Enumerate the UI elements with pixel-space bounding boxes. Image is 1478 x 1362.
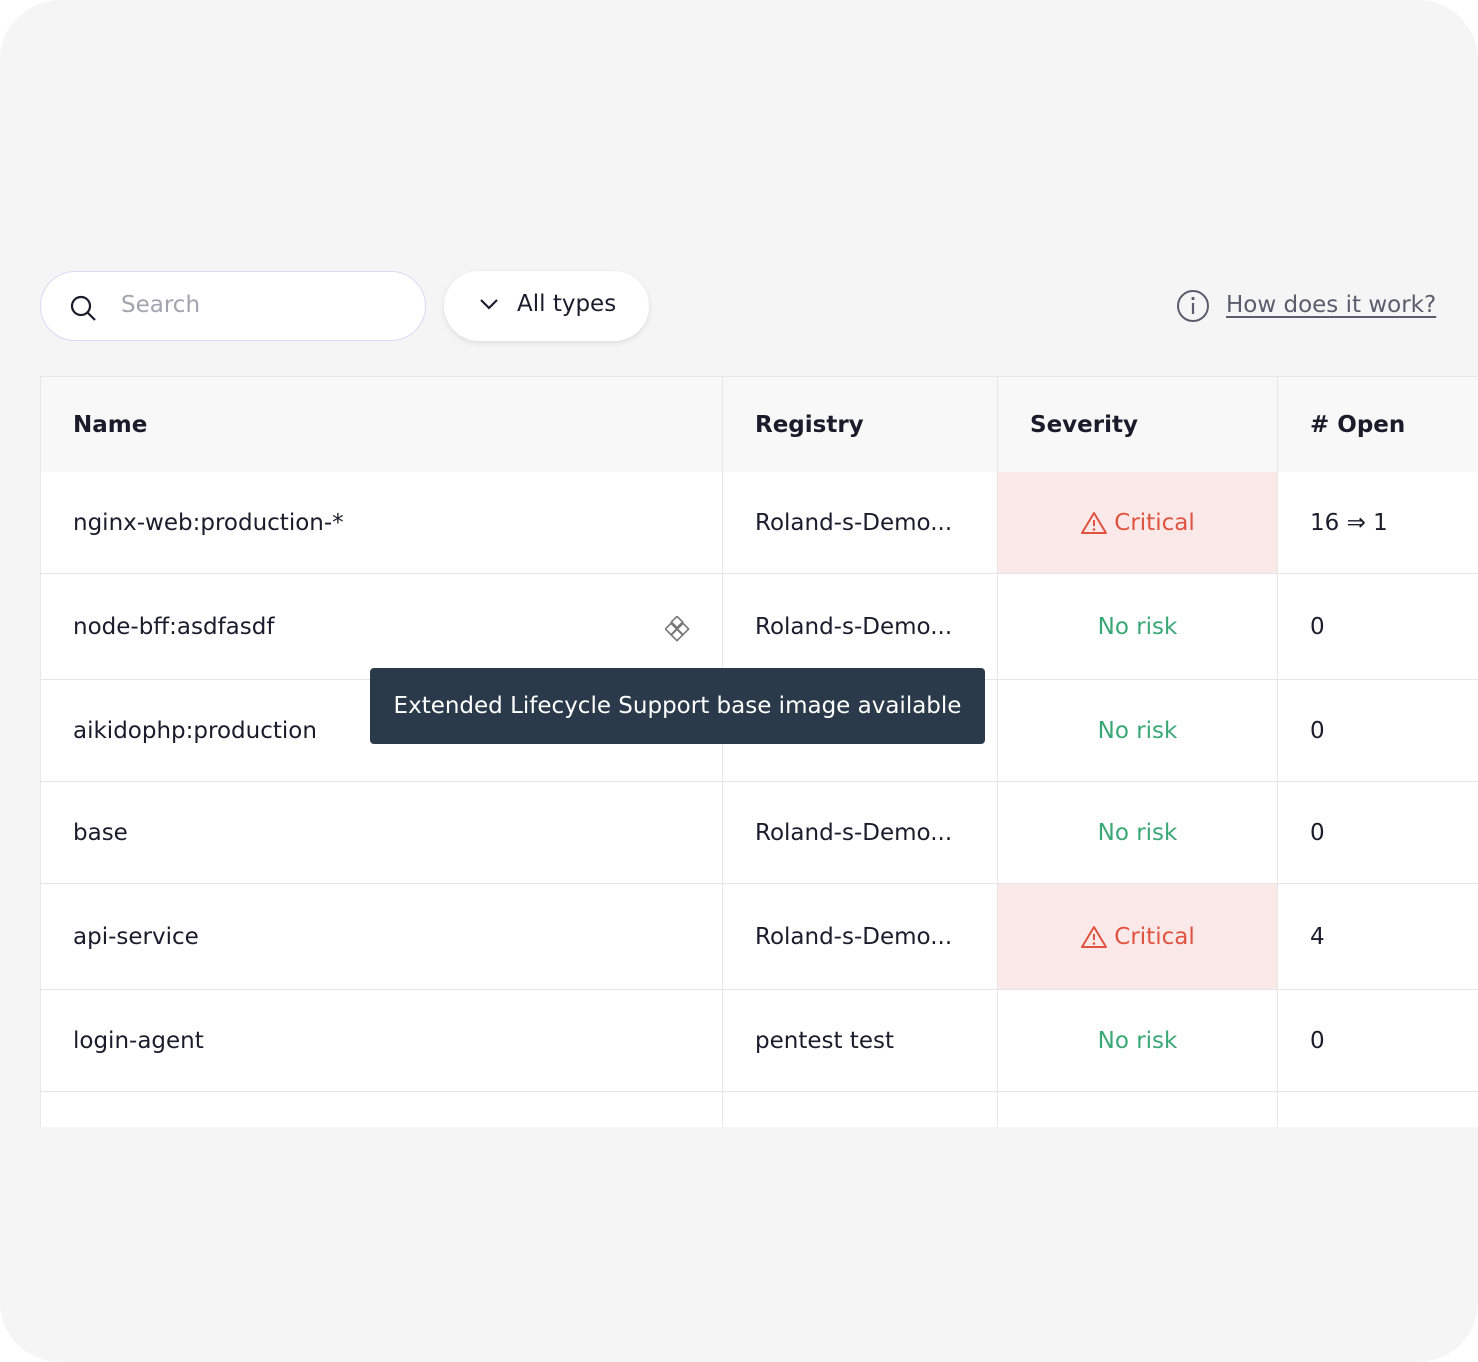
name-cell: node-bff:asdfasdf xyxy=(41,574,723,680)
empty-cell xyxy=(723,1092,998,1127)
registry-cell: Roland-s-Demo... xyxy=(723,884,998,990)
registry-cell-text: Roland-s-Demo... xyxy=(755,613,953,640)
severity-text: No risk xyxy=(1097,1027,1178,1054)
open-cell: 0 xyxy=(1278,782,1478,884)
name-cell: nginx-web:production-* xyxy=(41,472,723,574)
registry-cell: Roland-s-Demo... xyxy=(723,472,998,574)
search-placeholder: Search xyxy=(121,292,201,318)
registry-cell: Roland-s-Demo... xyxy=(723,782,998,884)
name-cell-text: base xyxy=(73,819,128,846)
severity-cell: Critical xyxy=(998,472,1278,574)
name-cell: api-service xyxy=(41,884,723,990)
open-cell: 0 xyxy=(1278,574,1478,680)
warning-icon xyxy=(1081,511,1108,534)
column-header-text: # Open xyxy=(1310,411,1406,438)
filter-label: All types xyxy=(517,291,617,317)
column-header: Registry xyxy=(723,377,998,472)
open-cell-text: 0 xyxy=(1310,1027,1325,1054)
info-icon xyxy=(1177,290,1209,322)
open-cell: 0 xyxy=(1278,680,1478,782)
search-icon xyxy=(70,295,96,321)
warning-icon xyxy=(1081,925,1108,948)
severity-text: No risk xyxy=(1097,717,1178,744)
els-icon[interactable] xyxy=(665,616,691,642)
severity-text: Critical xyxy=(1114,509,1195,536)
name-cell-text: node-bff:asdfasdf xyxy=(73,613,275,640)
registry-cell: Roland-s-Demo... xyxy=(723,574,998,680)
help-link[interactable]: How does it work? xyxy=(1226,292,1437,318)
registry-cell: pentest test xyxy=(723,990,998,1092)
severity-cell: No risk xyxy=(998,990,1278,1092)
search-box[interactable]: Search xyxy=(40,271,426,341)
open-cell-text: 0 xyxy=(1310,613,1325,640)
name-cell: login-agent xyxy=(41,990,723,1092)
registry-cell-text: Roland-s-Demo... xyxy=(755,509,953,536)
name-cell: aikidophp:production xyxy=(41,680,723,782)
column-header: # Open xyxy=(1278,377,1478,472)
empty-cell xyxy=(998,1092,1278,1127)
name-cell-text: login-agent xyxy=(73,1027,204,1054)
open-cell: 0 xyxy=(1278,990,1478,1092)
severity-cell: No risk xyxy=(998,782,1278,884)
chevron xyxy=(480,299,498,310)
column-header: Name xyxy=(41,377,723,472)
open-cell-text: 0 xyxy=(1310,819,1325,846)
open-cell: 4 xyxy=(1278,884,1478,990)
open-cell: 16 ⇒ 1 xyxy=(1278,472,1478,574)
tooltip: Extended Lifecycle Support base image av… xyxy=(370,668,985,744)
name-cell-text: nginx-web:production-* xyxy=(73,509,344,536)
registry-cell-text: Roland-s-Demo... xyxy=(755,923,953,950)
column-header-text: Severity xyxy=(1030,411,1138,438)
empty-cell xyxy=(1278,1092,1478,1127)
severity-cell: No risk xyxy=(998,680,1278,782)
severity-cell: Critical xyxy=(998,884,1278,990)
open-cell-text: 16 ⇒ 1 xyxy=(1310,509,1388,536)
open-cell-text: 0 xyxy=(1310,717,1325,744)
column-header-text: Name xyxy=(73,411,148,438)
table: Name Registry Severity # Open nginx-web:prod… xyxy=(40,376,1478,1127)
registry-cell-text: pentest test xyxy=(755,1027,894,1054)
name-cell-text: api-service xyxy=(73,923,199,950)
name-cell: base xyxy=(41,782,723,884)
registry-cell-text: Roland-s-Demo... xyxy=(755,819,953,846)
type-filter[interactable]: All types xyxy=(444,271,649,341)
column-header-text: Registry xyxy=(755,411,864,438)
name-cell-text: aikidophp:production xyxy=(73,717,317,744)
severity-text: No risk xyxy=(1097,613,1178,640)
column-header: Severity xyxy=(998,377,1278,472)
severity-text: No risk xyxy=(1097,819,1178,846)
severity-text: Critical xyxy=(1114,923,1195,950)
empty-cell xyxy=(41,1092,723,1127)
open-cell-text: 4 xyxy=(1310,923,1325,950)
severity-cell: No risk xyxy=(998,574,1278,680)
